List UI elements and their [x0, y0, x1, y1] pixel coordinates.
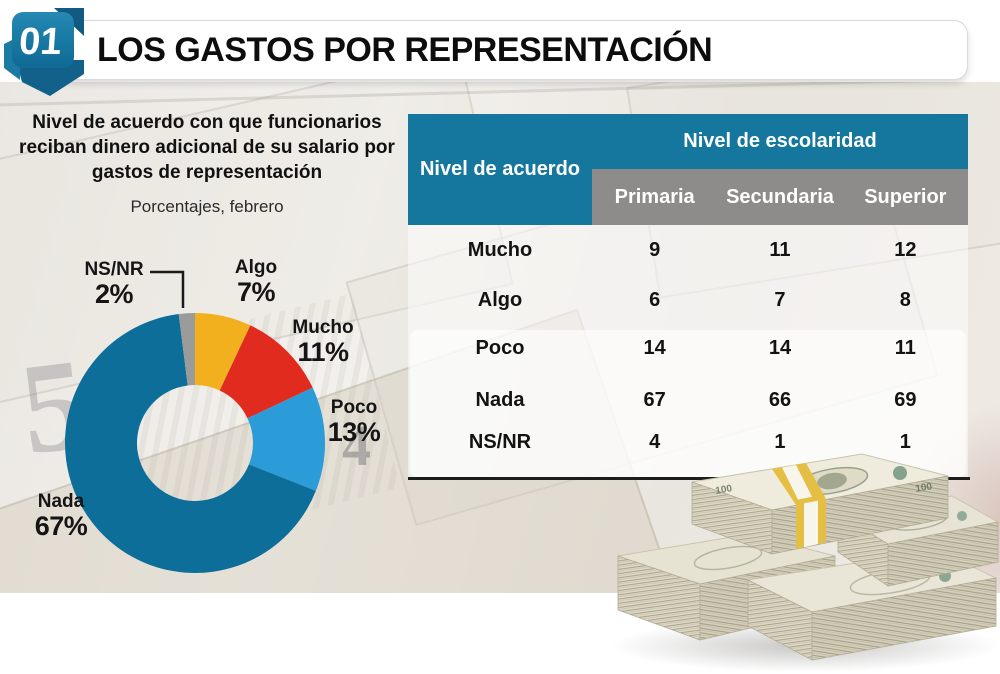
row-label: Mucho [467, 239, 533, 261]
column-group: Nivel de escolaridad Primaria Secundaria… [592, 114, 968, 225]
slice-percent: 13% [327, 417, 381, 447]
number-badge: 01 [4, 8, 84, 96]
column-header-primaria: Primaria [614, 185, 695, 208]
slice-name: Mucho [292, 317, 354, 338]
badge-ribbon-tail [16, 60, 84, 96]
cell-value: 14 [643, 337, 666, 359]
label-algo: Algo 7% [218, 257, 294, 307]
label-poco: Poco 13% [313, 397, 395, 447]
column-subheaders: Primaria Secundaria Superior [592, 169, 968, 225]
watermark-numeral-4: 4 [342, 413, 371, 478]
row-header-cell: Nivel de acuerdo [408, 114, 592, 225]
cell-value: 6 [649, 289, 661, 311]
column-header-secundaria: Secundaria [726, 185, 834, 208]
table-body-panel-lower [410, 330, 966, 478]
donut-slice-mucho [219, 325, 313, 419]
chart-subtitle: Porcentajes, febrero [130, 197, 284, 216]
row-label: NS/NR [468, 431, 532, 453]
table-row-algo: Algo 6 7 8 [408, 285, 968, 315]
label-nada: Nada 67% [22, 491, 100, 541]
table-row-nsnr: NS/NR 4 1 1 [408, 427, 968, 457]
page-title: LOS GASTOS POR REPRESENTACIÓN [97, 30, 713, 69]
table-row-mucho: Mucho 9 11 12 [408, 235, 968, 265]
cell-value: 1 [899, 431, 911, 453]
cell-value: 14 [768, 337, 792, 359]
slice-name: NS/NR [84, 259, 144, 280]
donut-svg [65, 270, 325, 573]
label-mucho: Mucho 11% [282, 317, 364, 367]
nsnr-leader-line [150, 270, 185, 308]
slice-name: Poco [330, 397, 378, 418]
money-bundle-banded: 100 100 [691, 453, 949, 555]
chart-title: Nivel de acuerdo con que funcionarios re… [19, 112, 395, 183]
slice-percent: 7% [236, 277, 276, 307]
svg-text:100: 100 [915, 481, 934, 495]
column-header-superior: Superior [864, 185, 947, 208]
slice-name: Algo [234, 257, 278, 278]
table-header: Nivel de acuerdo Nivel de escolaridad Pr… [408, 114, 968, 225]
money-stack-image: 100 100 [610, 453, 1000, 672]
cell-value: 66 [768, 389, 792, 411]
table-row-nada: Nada 67 66 69 [408, 385, 968, 415]
badge-plate [12, 12, 74, 68]
cell-value: 69 [894, 389, 917, 411]
table-row-poco: Poco 14 14 11 [408, 333, 968, 363]
donut-slice-algo [195, 313, 251, 391]
table-bottom-border [408, 477, 970, 480]
row-label: Nada [475, 389, 525, 411]
slice-percent: 2% [94, 279, 134, 309]
table-body: Mucho 9 11 12 Algo 6 7 8 Poco 14 14 11 Nada 67 66 69 NS/… [408, 225, 968, 478]
cell-value: 11 [769, 239, 791, 261]
header-bar: LOS GASTOS POR REPRESENTACIÓN [58, 20, 968, 80]
cell-value: 12 [894, 239, 917, 261]
badge-number: 01 [18, 21, 63, 63]
slice-percent: 11% [297, 337, 349, 367]
donut-slice-nsnr [178, 313, 195, 386]
cell-value: 4 [649, 431, 661, 453]
donut-chart: NS/NR 2% Algo 7% Mucho 11% Poco 13% Nada… [20, 255, 420, 595]
slice-percent: 67% [34, 511, 88, 541]
slice-name: Nada [37, 491, 85, 512]
label-nsnr: NS/NR 2% [78, 259, 150, 309]
donut-slice-nada [65, 314, 316, 573]
cell-value: 11 [894, 337, 916, 359]
svg-text:100: 100 [715, 483, 734, 497]
cell-value: 67 [643, 389, 666, 411]
cell-value: 1 [774, 431, 786, 453]
cell-value: 7 [774, 289, 786, 311]
column-group-header: Nivel de escolaridad [592, 114, 968, 169]
row-label: Algo [477, 289, 523, 311]
row-label: Poco [475, 337, 525, 359]
cell-value: 9 [649, 239, 661, 261]
donut-slice-poco [247, 387, 325, 491]
cell-value: 8 [899, 289, 911, 311]
